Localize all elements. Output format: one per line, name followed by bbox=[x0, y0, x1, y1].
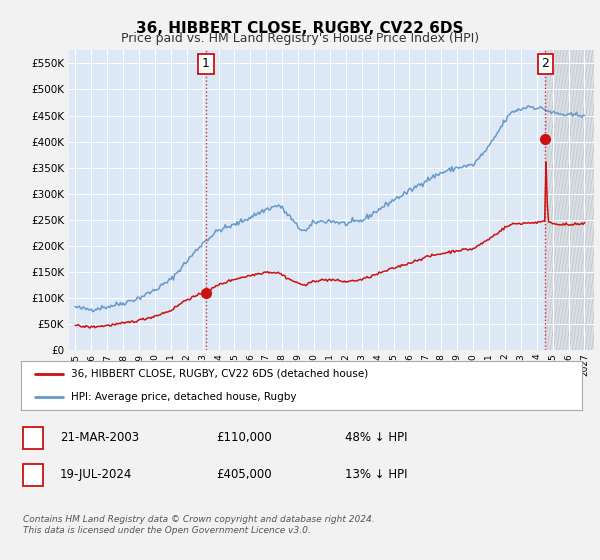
Text: 13% ↓ HPI: 13% ↓ HPI bbox=[345, 468, 407, 482]
Text: Price paid vs. HM Land Registry's House Price Index (HPI): Price paid vs. HM Land Registry's House … bbox=[121, 32, 479, 45]
Text: 2: 2 bbox=[541, 57, 549, 71]
Text: Contains HM Land Registry data © Crown copyright and database right 2024.
This d: Contains HM Land Registry data © Crown c… bbox=[23, 515, 374, 535]
Text: 1: 1 bbox=[29, 431, 37, 445]
Bar bbox=[545, 50, 594, 350]
Text: 48% ↓ HPI: 48% ↓ HPI bbox=[345, 431, 407, 445]
Text: 21-MAR-2003: 21-MAR-2003 bbox=[60, 431, 139, 445]
Text: 1: 1 bbox=[202, 57, 210, 71]
Text: 36, HIBBERT CLOSE, RUGBY, CV22 6DS: 36, HIBBERT CLOSE, RUGBY, CV22 6DS bbox=[136, 21, 464, 36]
Text: 19-JUL-2024: 19-JUL-2024 bbox=[60, 468, 133, 482]
Text: HPI: Average price, detached house, Rugby: HPI: Average price, detached house, Rugb… bbox=[71, 391, 297, 402]
Text: £110,000: £110,000 bbox=[216, 431, 272, 445]
Text: 36, HIBBERT CLOSE, RUGBY, CV22 6DS (detached house): 36, HIBBERT CLOSE, RUGBY, CV22 6DS (deta… bbox=[71, 369, 369, 379]
Text: 2: 2 bbox=[29, 468, 37, 482]
Text: £405,000: £405,000 bbox=[216, 468, 272, 482]
